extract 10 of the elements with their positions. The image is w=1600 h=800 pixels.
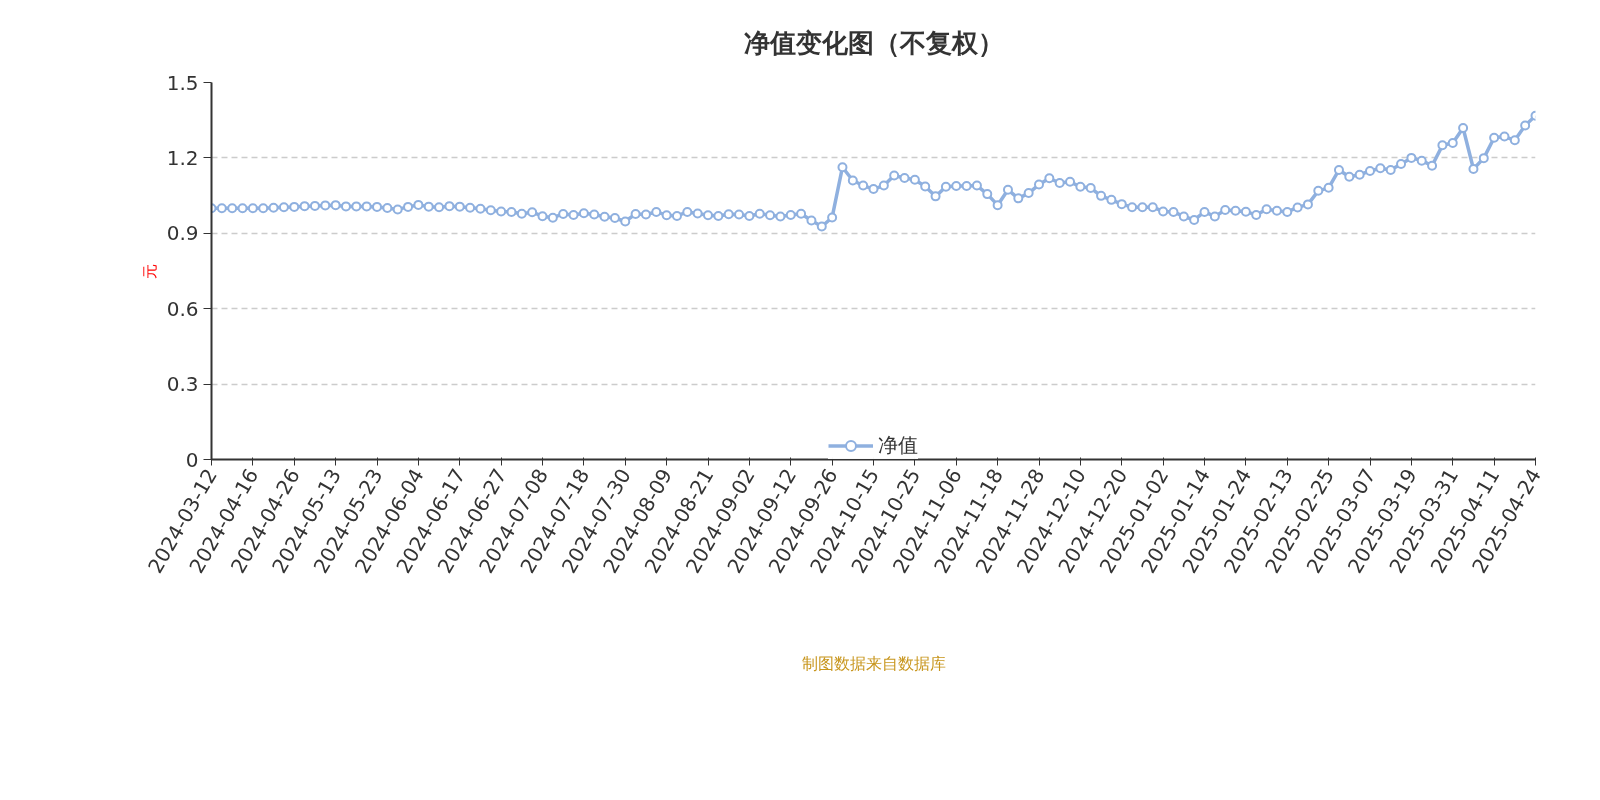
text: 制图数据来自数据库 — [801, 653, 946, 673]
y-axis-title: 元 — [140, 263, 159, 279]
y-tick-label: 1.2 — [166, 145, 199, 170]
y-tick-label: 0 — [185, 447, 199, 472]
y-tick-label: 1.5 — [166, 70, 199, 95]
y-tick-label: 0.9 — [166, 221, 199, 246]
legend-label: 净值 — [878, 432, 918, 459]
y-tick-label: 0.3 — [166, 372, 199, 397]
y-tick-label: 0.6 — [166, 296, 199, 321]
chart-title: 净值变化图（不复权） — [743, 27, 1004, 58]
